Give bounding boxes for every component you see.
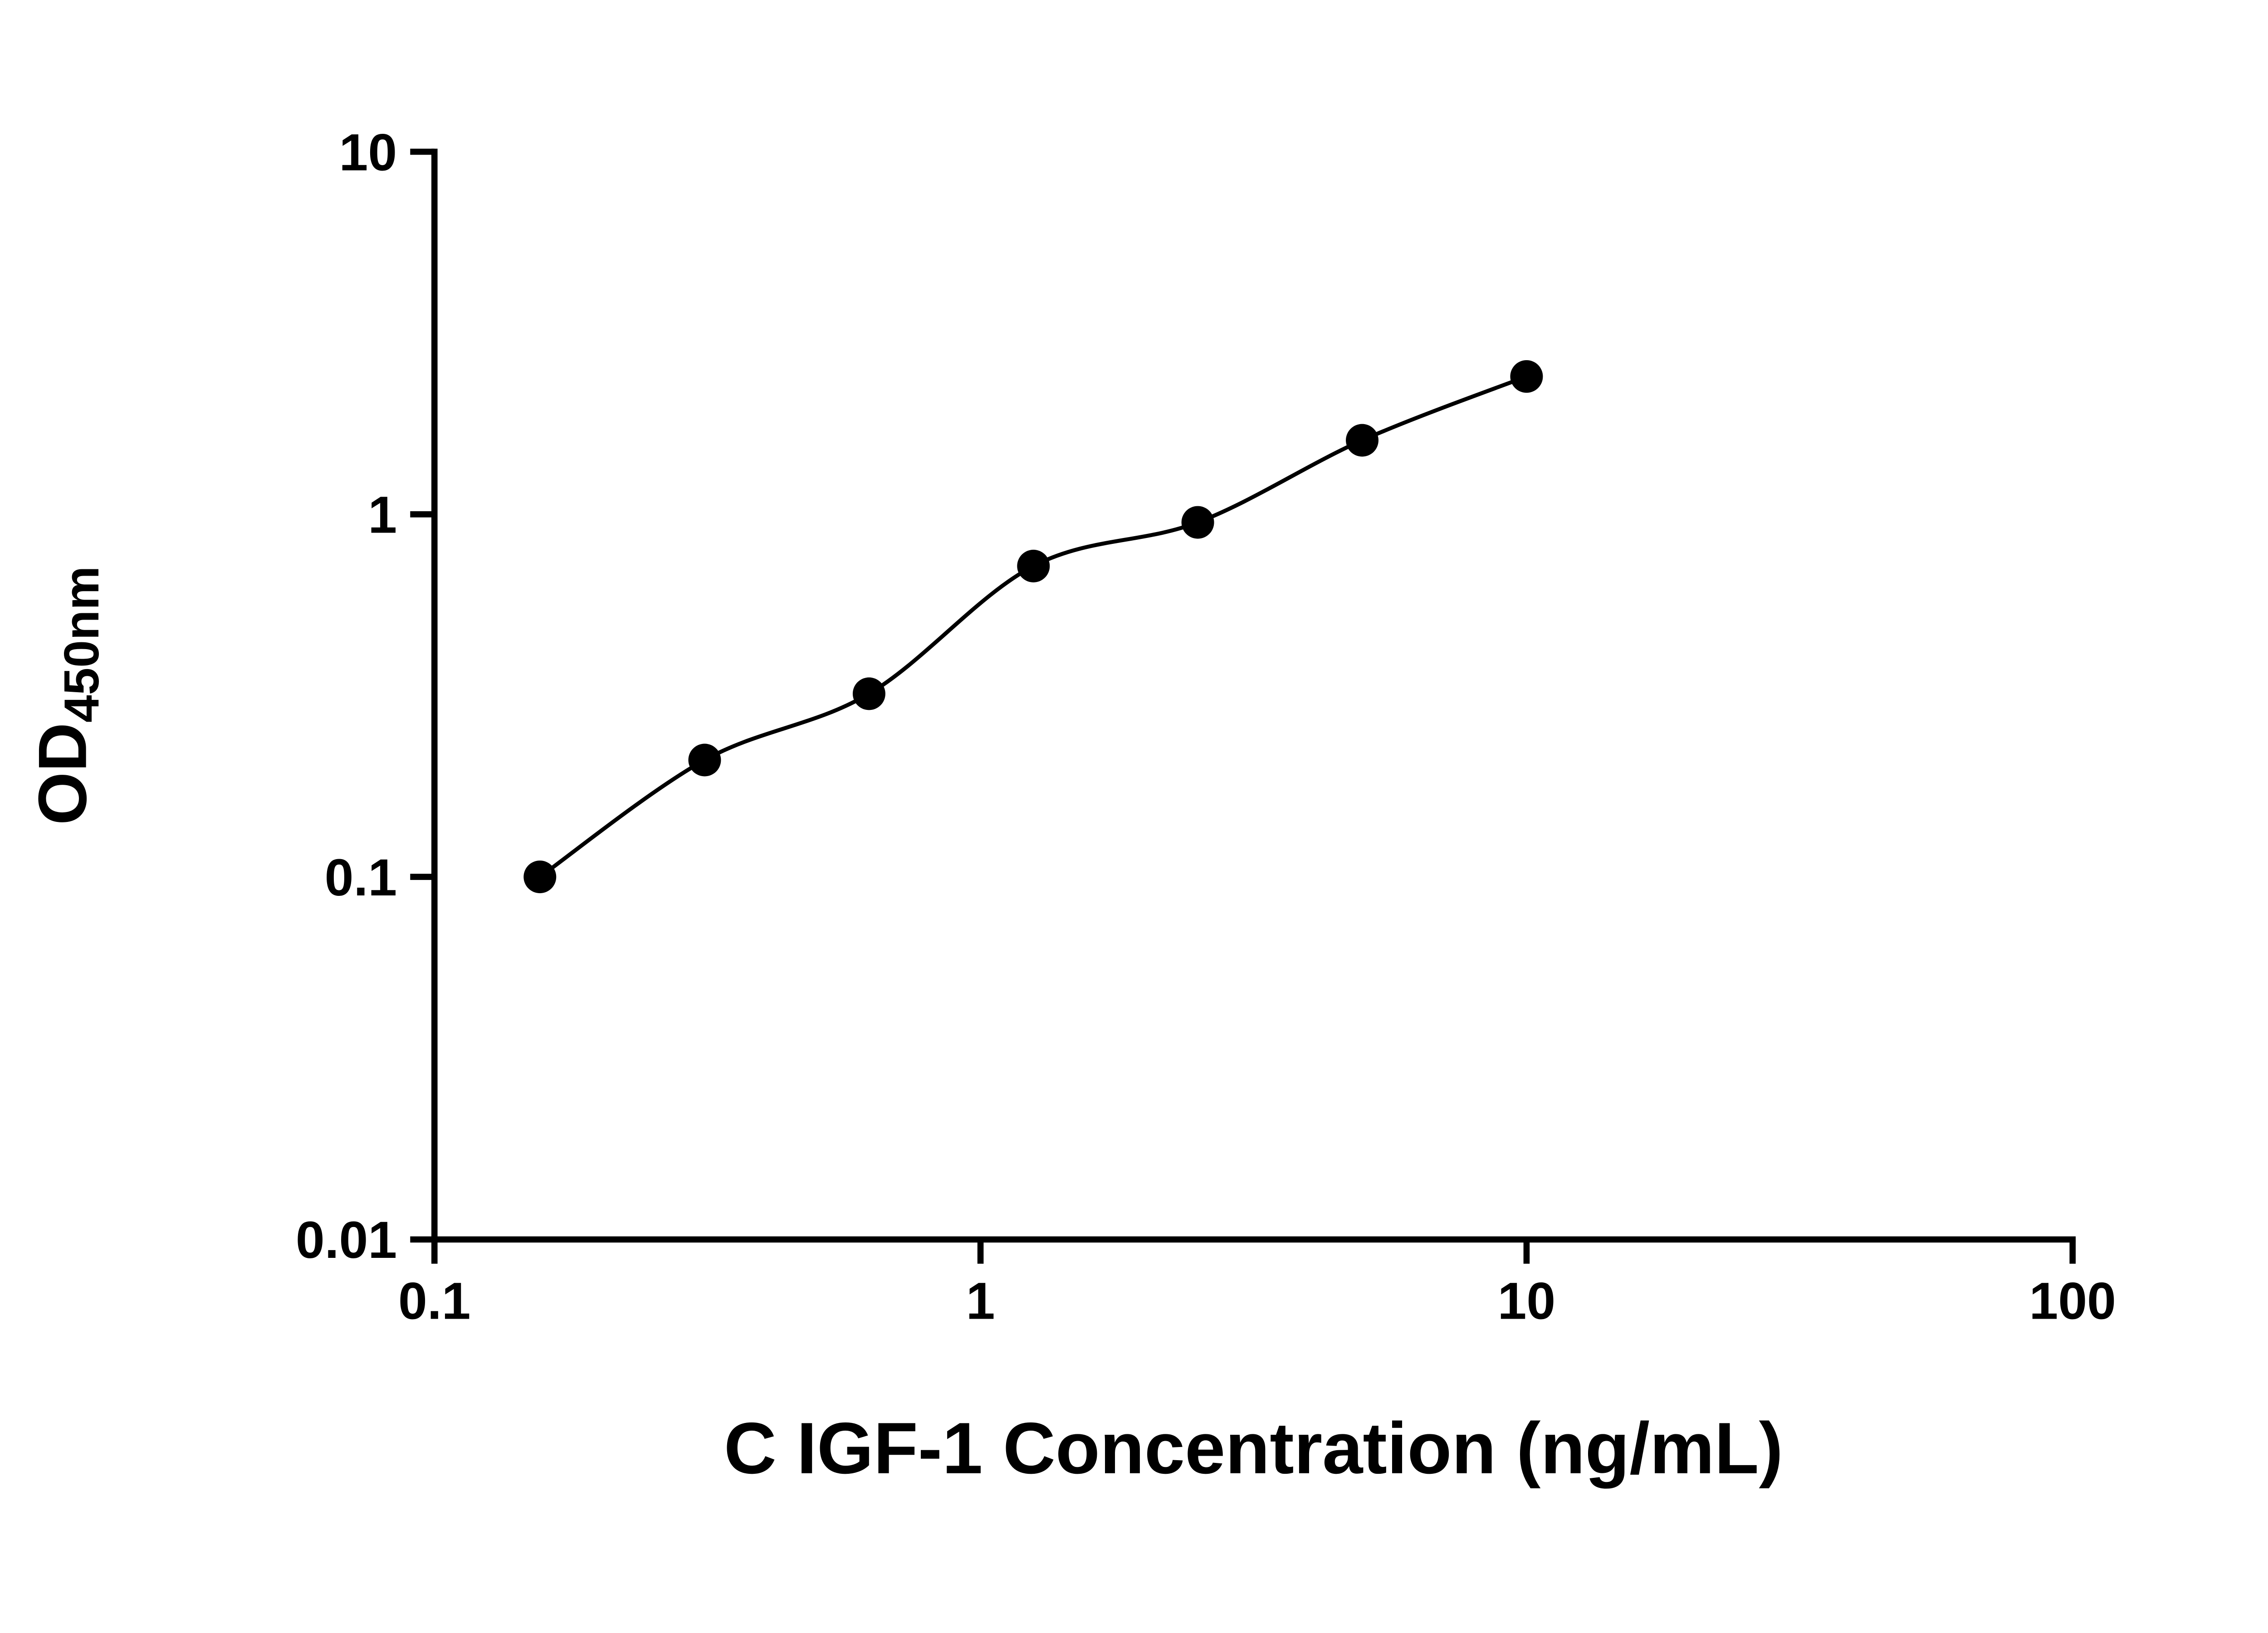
data-point (1510, 360, 1543, 393)
y-axis-title-subscript: 450nm (54, 566, 109, 723)
y-tick-label: 1 (368, 486, 397, 544)
x-tick-label: 1 (966, 1272, 995, 1330)
data-point (688, 743, 721, 777)
y-axis-title: OD450nm (24, 566, 109, 825)
y-tick-label: 10 (339, 123, 397, 181)
elisa-standard-curve-figure: 0.1 1 10 100 0.01 0.1 1 10 C IGF-1 Concentration… (24, 123, 2116, 1489)
data-point (523, 861, 557, 894)
x-tick-label: 10 (1498, 1272, 1556, 1330)
x-tick-label: 100 (2029, 1272, 2116, 1330)
y-axis-title-main: OD (24, 723, 101, 825)
fit-curve (538, 374, 1529, 879)
data-point (1346, 424, 1378, 457)
y-tick-label: 0.01 (296, 1211, 397, 1269)
data-point (852, 677, 885, 710)
x-tick-label: 0.1 (398, 1272, 471, 1330)
x-axis-title: C IGF-1 Concentration (ng/mL) (724, 1408, 1783, 1489)
data-point (1181, 506, 1214, 539)
y-tick-label: 0.1 (325, 849, 397, 907)
data-point (1017, 549, 1050, 582)
